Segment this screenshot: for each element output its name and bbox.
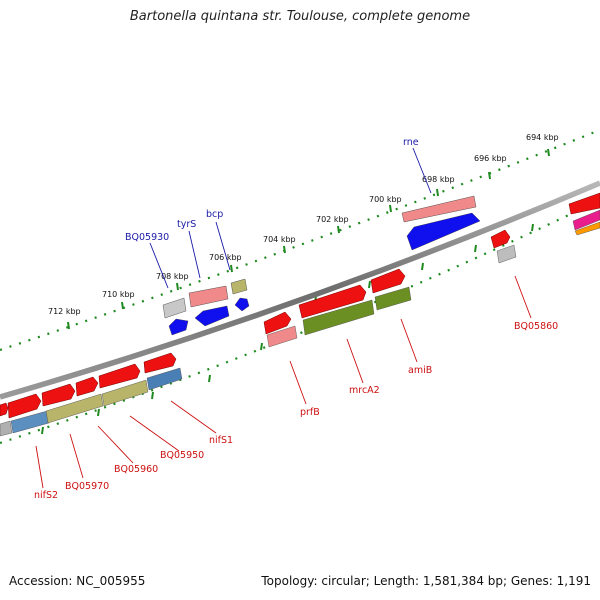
gene-label-nifs1: nifS1	[209, 435, 233, 446]
gene-arrow	[234, 297, 250, 312]
feature-bar	[10, 410, 50, 434]
kbp-label: 708 kbp	[156, 272, 189, 281]
accession-label: Accession: NC_005955	[9, 574, 146, 588]
label-leaders-below	[35, 275, 532, 489]
inner-feature-track	[0, 209, 600, 437]
feature-bar	[188, 285, 229, 308]
gene-label-nifs2: nifS2	[34, 490, 58, 501]
gene-arrow	[7, 393, 42, 419]
map-title: Bartonella quintana str. Toulouse, compl…	[129, 9, 471, 24]
gene-arrow	[406, 212, 481, 251]
feature-bar	[266, 325, 298, 348]
gene-label-mrca2: mrcA2	[349, 385, 380, 396]
gene-arrow	[98, 363, 141, 389]
gene-label-bq05930: BQ05930	[125, 232, 169, 243]
gene-arrow	[194, 305, 230, 327]
gene-arrow	[490, 229, 511, 249]
gene-arrow	[263, 311, 292, 335]
kbp-label: 702 kbp	[316, 215, 349, 224]
gene-labels-above: rne tyrS bcp BQ05930	[125, 137, 419, 243]
genome-backbone	[0, 180, 600, 400]
feature-bar	[572, 209, 600, 231]
gene-label-bq05970: BQ05970	[65, 481, 109, 492]
feature-bar	[374, 286, 412, 311]
gene-arrow	[298, 284, 367, 319]
gene-label-prfb: prfB	[300, 407, 320, 418]
feature-bar	[0, 420, 13, 437]
gene-labels-below: BQ05860 amiB mrcA2 prfB nifS1 BQ05950 BQ…	[34, 321, 558, 501]
gene-label-bq05860: BQ05860	[514, 321, 558, 332]
feature-bar	[230, 278, 248, 295]
outer-major-ticks	[67, 148, 550, 330]
outer-tick-track	[0, 128, 600, 352]
gene-label-amib: amiB	[408, 365, 432, 376]
feature-bar	[101, 379, 149, 407]
gene-label-rne: rne	[403, 137, 419, 148]
outer-feature-track	[162, 195, 481, 336]
gene-label-bq05960: BQ05960	[114, 464, 158, 475]
kbp-label: 700 kbp	[369, 195, 402, 204]
gene-arrow	[143, 352, 177, 374]
feature-bar	[146, 367, 183, 391]
label-leaders-above	[149, 147, 432, 289]
feature-bar	[302, 299, 375, 336]
gene-label-bq05950: BQ05950	[160, 450, 204, 461]
gene-arrow	[168, 318, 189, 336]
kbp-label: 696 kbp	[474, 154, 507, 163]
gene-label-tyrS: tyrS	[177, 219, 196, 230]
feature-bar	[496, 244, 517, 264]
gene-arrow	[0, 402, 9, 417]
gene-arrow	[41, 383, 76, 407]
gene-arrow	[568, 192, 600, 215]
kbp-label: 694 kbp	[526, 133, 559, 142]
topology-summary: Topology: circular; Length: 1,581,384 bp…	[261, 574, 591, 588]
feature-bar	[45, 393, 104, 424]
gene-arrow	[370, 268, 406, 294]
kbp-label: 698 kbp	[422, 175, 455, 184]
kbp-label: 712 kbp	[48, 307, 81, 316]
kbp-label: 710 kbp	[102, 290, 135, 299]
feature-bar	[574, 221, 600, 236]
kbp-label: 704 kbp	[263, 235, 296, 244]
feature-bar	[162, 297, 187, 319]
gene-label-bcp: bcp	[206, 209, 223, 220]
kbp-label: 706 kbp	[209, 253, 242, 262]
forward-genes	[0, 192, 600, 419]
gene-arrow	[75, 376, 99, 397]
kbp-labels: 694 kbp 696 kbp 698 kbp 700 kbp 702 kbp …	[48, 133, 559, 316]
feature-bar	[401, 195, 477, 223]
